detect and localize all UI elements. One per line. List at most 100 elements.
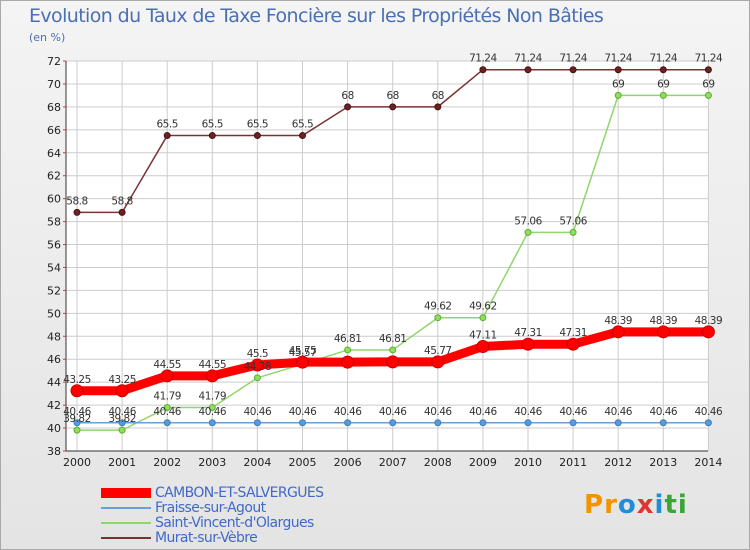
legend-item-saint-vincent: Saint-Vincent-d'Olargues — [101, 515, 323, 531]
point-murat — [569, 66, 577, 74]
x-tick-label: 2009 — [469, 456, 497, 469]
point-murat — [73, 208, 81, 216]
data-label-murat: 71.24 — [695, 53, 723, 65]
point-cambon — [701, 325, 715, 339]
point-saint_vincent — [659, 91, 667, 99]
x-tick-label: 2007 — [379, 456, 407, 469]
point-fraisse — [614, 419, 622, 427]
point-saint_vincent — [73, 426, 81, 434]
y-tick-label: 66 — [47, 124, 61, 137]
point-cambon — [521, 337, 535, 351]
point-murat — [344, 103, 352, 111]
point-murat — [299, 132, 306, 140]
data-label-cambon: 47.31 — [514, 327, 542, 339]
point-murat — [208, 132, 216, 140]
point-saint_vincent — [389, 346, 397, 354]
point-fraisse — [524, 419, 532, 427]
data-label-fraisse: 40.46 — [63, 406, 91, 418]
data-label-murat: 65.5 — [202, 119, 223, 131]
point-fraisse — [344, 419, 352, 427]
point-saint_vincent — [524, 228, 532, 236]
data-label-saint_vincent: 45.57 — [289, 347, 317, 359]
point-saint_vincent — [704, 91, 712, 99]
point-fraisse — [479, 419, 487, 427]
y-tick-label: 44 — [47, 376, 61, 389]
x-tick-label: 2008 — [424, 456, 452, 469]
data-label-cambon: 48.39 — [695, 315, 723, 327]
data-label-murat: 68 — [387, 90, 399, 102]
x-tick-label: 2001 — [108, 456, 136, 469]
point-cambon — [250, 358, 264, 372]
data-label-cambon: 43.25 — [108, 374, 136, 386]
y-tick-label: 54 — [47, 261, 61, 274]
data-label-saint_vincent: 57.06 — [514, 215, 542, 227]
y-tick-label: 60 — [47, 193, 61, 206]
point-fraisse — [299, 419, 306, 427]
data-label-cambon: 47.11 — [469, 330, 497, 342]
point-saint_vincent — [479, 314, 487, 322]
data-label-murat: 71.24 — [604, 53, 632, 65]
point-cambon — [341, 355, 355, 369]
point-saint_vincent — [434, 314, 442, 322]
legend-swatch-cambon — [101, 487, 151, 498]
data-label-saint_vincent: 69 — [612, 78, 624, 90]
legend-swatch-fraisse — [101, 506, 151, 509]
data-label-fraisse: 40.46 — [289, 406, 317, 418]
data-label-cambon: 44.55 — [153, 359, 181, 371]
legend-label-cambon: CAMBON-ET-SALVERGUES — [155, 484, 324, 501]
logo-letter: x — [636, 490, 655, 520]
logo-letter: i — [677, 490, 688, 520]
point-cambon — [611, 325, 625, 339]
data-label-murat: 65.5 — [157, 119, 178, 131]
legend: CAMBON-ET-SALVERGUES Fraisse-sur-Agout S… — [101, 484, 324, 546]
point-saint_vincent — [569, 228, 577, 236]
point-fraisse — [704, 419, 712, 427]
data-label-saint_vincent: 49.62 — [424, 301, 452, 313]
data-label-saint_vincent: 39.82 — [63, 413, 91, 425]
y-tick-label: 56 — [47, 239, 61, 252]
x-tick-label: 2013 — [649, 456, 677, 469]
y-tick-label: 68 — [47, 101, 61, 114]
legend-swatch-saint-vincent — [101, 521, 151, 524]
point-fraisse — [118, 419, 126, 427]
point-cambon — [386, 355, 400, 369]
logo-letter: t — [664, 490, 678, 520]
x-tick-label: 2003 — [198, 456, 226, 469]
y-tick-label: 52 — [47, 284, 61, 297]
y-tick-label: 42 — [47, 399, 61, 412]
x-tick-label: 2006 — [334, 456, 362, 469]
y-tick-label: 62 — [47, 170, 61, 183]
data-label-saint_vincent: 69 — [657, 78, 669, 90]
data-label-fraisse: 40.46 — [559, 406, 587, 418]
point-saint_vincent — [118, 426, 126, 434]
point-saint_vincent — [253, 374, 261, 382]
data-label-fraisse: 40.46 — [469, 406, 497, 418]
point-murat — [704, 66, 712, 74]
data-label-saint_vincent: 69 — [702, 78, 714, 90]
data-label-fraisse: 40.46 — [108, 406, 136, 418]
data-label-cambon: 48.39 — [650, 315, 678, 327]
point-cambon — [205, 369, 219, 383]
data-label-saint_vincent: 49.62 — [469, 301, 497, 313]
data-label-fraisse: 40.46 — [379, 406, 407, 418]
data-label-fraisse: 40.46 — [334, 406, 362, 418]
y-tick-label: 40 — [47, 422, 61, 435]
point-cambon — [160, 369, 174, 383]
data-label-saint_vincent: 44.38 — [244, 361, 272, 373]
point-fraisse — [208, 419, 216, 427]
legend-swatch-murat — [101, 536, 151, 539]
logo-letter: o — [617, 490, 637, 520]
x-tick-label: 2000 — [63, 456, 91, 469]
y-tick-label: 64 — [47, 147, 61, 160]
data-label-saint_vincent: 57.06 — [559, 215, 587, 227]
point-murat — [479, 66, 487, 74]
point-fraisse — [569, 419, 577, 427]
x-tick-label: 2004 — [243, 456, 271, 469]
point-murat — [253, 132, 261, 140]
data-label-murat: 58.8 — [111, 195, 132, 207]
data-label-murat: 68 — [341, 90, 353, 102]
chart-title: Evolution du Taux de Taxe Foncière sur l… — [29, 5, 604, 27]
data-label-saint_vincent: 41.79 — [153, 391, 181, 403]
point-cambon — [566, 337, 580, 351]
y-tick-label: 38 — [47, 445, 61, 458]
